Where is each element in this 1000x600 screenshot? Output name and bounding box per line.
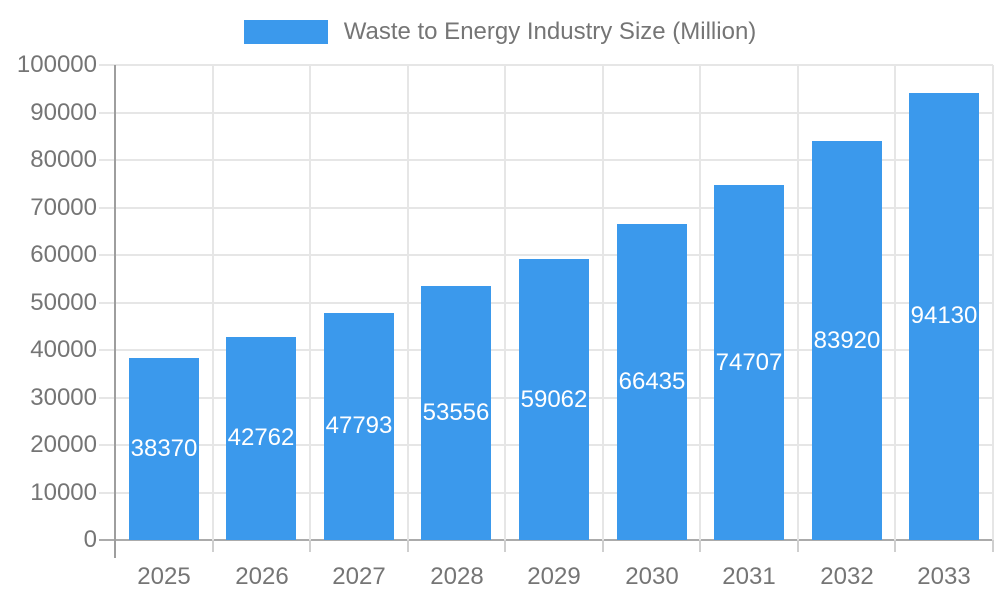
- y-axis-label: 80000: [30, 146, 97, 173]
- y-tick: [99, 112, 115, 114]
- y-tick: [99, 159, 115, 161]
- y-tick: [99, 492, 115, 494]
- y-axis-label: 20000: [30, 431, 97, 458]
- y-tick: [99, 397, 115, 399]
- y-axis-label: 10000: [30, 479, 97, 506]
- bar-2030[interactable]: [617, 224, 687, 540]
- bar-2028[interactable]: [421, 286, 491, 540]
- bar-2025[interactable]: [129, 358, 199, 540]
- x-tick: [504, 540, 506, 552]
- bar-2033[interactable]: [909, 93, 979, 540]
- bar-2032[interactable]: [812, 141, 882, 540]
- x-axis-label: 2032: [820, 563, 874, 590]
- y-tick: [99, 302, 115, 304]
- x-tick: [992, 540, 994, 552]
- x-axis-label: 2029: [527, 563, 581, 590]
- bar-2029[interactable]: [519, 259, 589, 540]
- x-axis-label: 2031: [722, 563, 776, 590]
- x-axis-label: 2025: [137, 563, 191, 590]
- y-tick: [99, 444, 115, 446]
- x-tick: [407, 540, 409, 552]
- bar-value-label: 53556: [422, 399, 490, 426]
- x-tick: [797, 540, 799, 552]
- bar-2027[interactable]: [324, 313, 394, 540]
- x-axis-label: 2028: [430, 563, 484, 590]
- y-axis-label: 50000: [30, 289, 97, 316]
- y-tick: [99, 254, 115, 256]
- y-axis-label: 100000: [16, 51, 97, 78]
- bar-value-label: 74707: [715, 349, 783, 376]
- bar-value-label: 42762: [227, 424, 295, 451]
- y-tick: [99, 349, 115, 351]
- bar-value-label: 66435: [618, 368, 686, 395]
- x-tick: [894, 540, 896, 552]
- bar-2026[interactable]: [226, 337, 296, 540]
- x-tick: [212, 540, 214, 552]
- y-tick: [99, 64, 115, 66]
- bar-value-label: 83920: [813, 327, 881, 354]
- legend-label: Waste to Energy Industry Size (Million): [343, 18, 757, 45]
- y-axis-label: 30000: [30, 384, 97, 411]
- bar-value-label: 38370: [130, 435, 198, 462]
- bar-2031[interactable]: [714, 185, 784, 540]
- x-axis-label: 2033: [917, 563, 971, 590]
- y-axis-label: 0: [83, 526, 97, 553]
- bar-value-label: 94130: [910, 302, 978, 329]
- x-axis-label: 2027: [332, 563, 386, 590]
- y-axis-label: 70000: [30, 194, 97, 221]
- y-axis-label: 40000: [30, 336, 97, 363]
- y-tick: [99, 207, 115, 209]
- bar-value-label: 59062: [520, 386, 588, 413]
- x-tick: [699, 540, 701, 552]
- x-tick: [602, 540, 604, 552]
- x-tick: [309, 540, 311, 552]
- x-axis-label: 2026: [235, 563, 289, 590]
- x-axis-label: 2030: [625, 563, 679, 590]
- legend-swatch: [243, 20, 328, 44]
- y-axis-label: 90000: [30, 99, 97, 126]
- y-axis-label: 60000: [30, 241, 97, 268]
- legend-item[interactable]: Waste to Energy Industry Size (Million): [0, 17, 1000, 47]
- bar-value-label: 47793: [325, 412, 393, 439]
